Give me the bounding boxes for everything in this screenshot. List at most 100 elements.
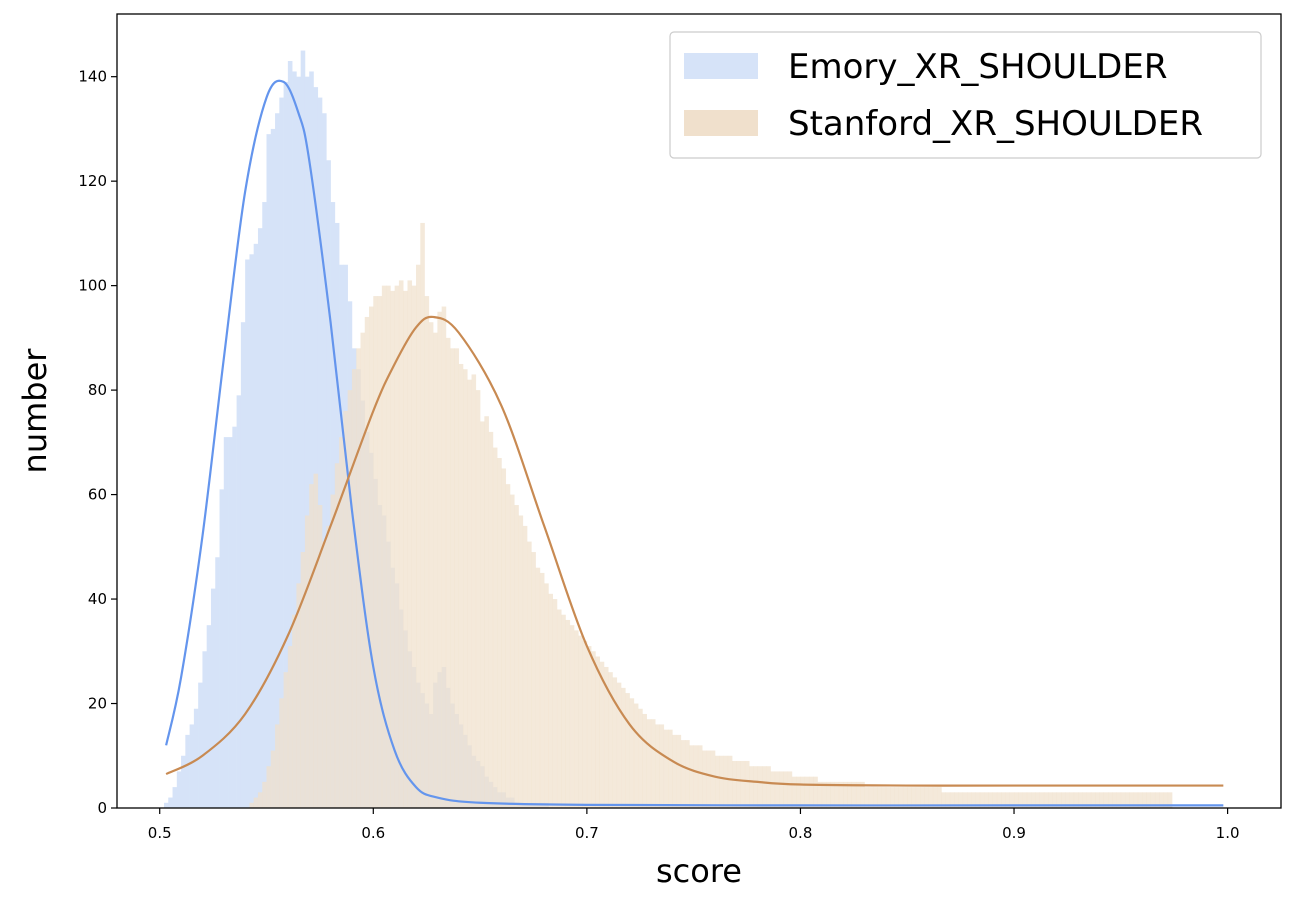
y-tick-label: 0 (97, 799, 107, 817)
x-tick-label: 1.0 (1216, 824, 1240, 842)
histogram-bar (608, 672, 613, 808)
histogram-bar (480, 421, 485, 808)
histogram-bar (433, 332, 438, 808)
histogram-bar (864, 787, 870, 808)
histogram-bar (902, 787, 908, 808)
histogram-bar (240, 322, 246, 808)
histogram-bar (655, 724, 660, 808)
histogram-bar (736, 760, 741, 808)
histogram-bar (326, 160, 331, 808)
histogram-bar (488, 431, 494, 808)
x-tick-label: 0.9 (1002, 824, 1026, 842)
histogram-bar (749, 766, 754, 808)
histogram-bar (578, 635, 583, 808)
histogram-bar (561, 614, 566, 808)
histogram-bar (228, 437, 233, 808)
histogram-bar (826, 781, 831, 808)
histogram-bar (1133, 792, 1139, 808)
histogram-bar (279, 698, 284, 808)
histogram-bar (304, 76, 310, 809)
histogram-bar (616, 682, 622, 808)
histogram-bar (783, 771, 788, 808)
histogram-bar (932, 787, 938, 808)
histogram-bar (984, 792, 989, 808)
histogram-bar (642, 713, 647, 808)
histogram-bar (975, 792, 981, 808)
histogram-bar (860, 781, 865, 808)
histogram-bar (535, 567, 541, 808)
legend-swatch-emory (684, 53, 758, 79)
histogram-bar (1159, 792, 1164, 808)
histogram-bar (262, 781, 267, 808)
histogram-bar (181, 755, 186, 808)
histogram-bar (817, 781, 823, 808)
histogram-bar (958, 792, 964, 808)
histogram-bar (625, 693, 630, 808)
fit-curves (165, 79, 1224, 807)
histogram-bar (595, 656, 600, 808)
histogram-bar (1137, 792, 1143, 808)
histogram-bar (300, 50, 306, 808)
histogram-bar (189, 724, 195, 808)
histogram-bar (287, 61, 293, 808)
histogram-bar (770, 771, 776, 808)
histogram-bar (245, 259, 250, 808)
histogram-bar (552, 599, 558, 808)
histogram-bar (1090, 792, 1096, 808)
histogram-bar (962, 792, 968, 808)
histogram-bar (539, 572, 545, 808)
histogram-bar (193, 708, 199, 808)
histogram-bar (1056, 792, 1062, 808)
histogram-bar (283, 81, 289, 808)
histogram-bar (1112, 792, 1117, 808)
histogram-bar (313, 87, 319, 808)
histogram-bar (638, 708, 643, 808)
legend-swatch-stanford (684, 110, 758, 136)
histogram-bar (646, 719, 652, 808)
histogram-bar (377, 296, 383, 808)
histogram-bar (215, 557, 220, 808)
histogram-bar (680, 740, 686, 808)
histogram-bar (582, 640, 588, 808)
histogram-bar (808, 776, 814, 808)
histogram-bar (270, 128, 276, 809)
x-tick-label: 0.5 (148, 824, 172, 842)
histogram-bar (877, 787, 882, 808)
histogram-bar (450, 348, 455, 808)
histogram-bar (527, 541, 532, 808)
legend-label-stanford: Stanford_XR_SHOULDER (788, 104, 1203, 144)
histogram-bar (283, 672, 289, 808)
histogram-bar (420, 222, 425, 808)
histogram-bar (339, 437, 344, 808)
histogram-bar (719, 755, 724, 808)
histogram-bars (163, 50, 1173, 809)
histogram-bar (398, 280, 404, 808)
histogram-bar (232, 426, 237, 808)
histogram-bar (791, 776, 797, 808)
histogram-bar (492, 447, 498, 808)
histogram-bar (1082, 792, 1087, 808)
histogram-bar (766, 766, 771, 808)
histogram-bar (390, 290, 395, 808)
histogram-bar (954, 792, 959, 808)
histogram-bar (847, 781, 853, 808)
y-axis-ticks: 0 20 40 60 80 100 120 140 (78, 68, 117, 817)
histogram-bar (1116, 792, 1122, 808)
histogram-bar (416, 264, 421, 808)
histogram-bar (949, 792, 955, 808)
histogram-bar (317, 505, 323, 808)
histogram-bar (351, 369, 357, 808)
histogram-bar (603, 666, 609, 808)
histogram-bar (322, 113, 327, 808)
histogram-bar (565, 619, 571, 808)
histogram-bar (266, 766, 272, 808)
y-tick-label: 120 (78, 172, 107, 190)
histogram-bar (445, 337, 451, 808)
histogram-bar (454, 348, 460, 808)
histogram-bar (1065, 792, 1070, 808)
histogram-bar (992, 792, 998, 808)
histogram-bar (676, 734, 682, 808)
histogram-bar (309, 71, 314, 808)
histogram-bar (304, 515, 310, 808)
x-tick-label: 0.7 (575, 824, 599, 842)
